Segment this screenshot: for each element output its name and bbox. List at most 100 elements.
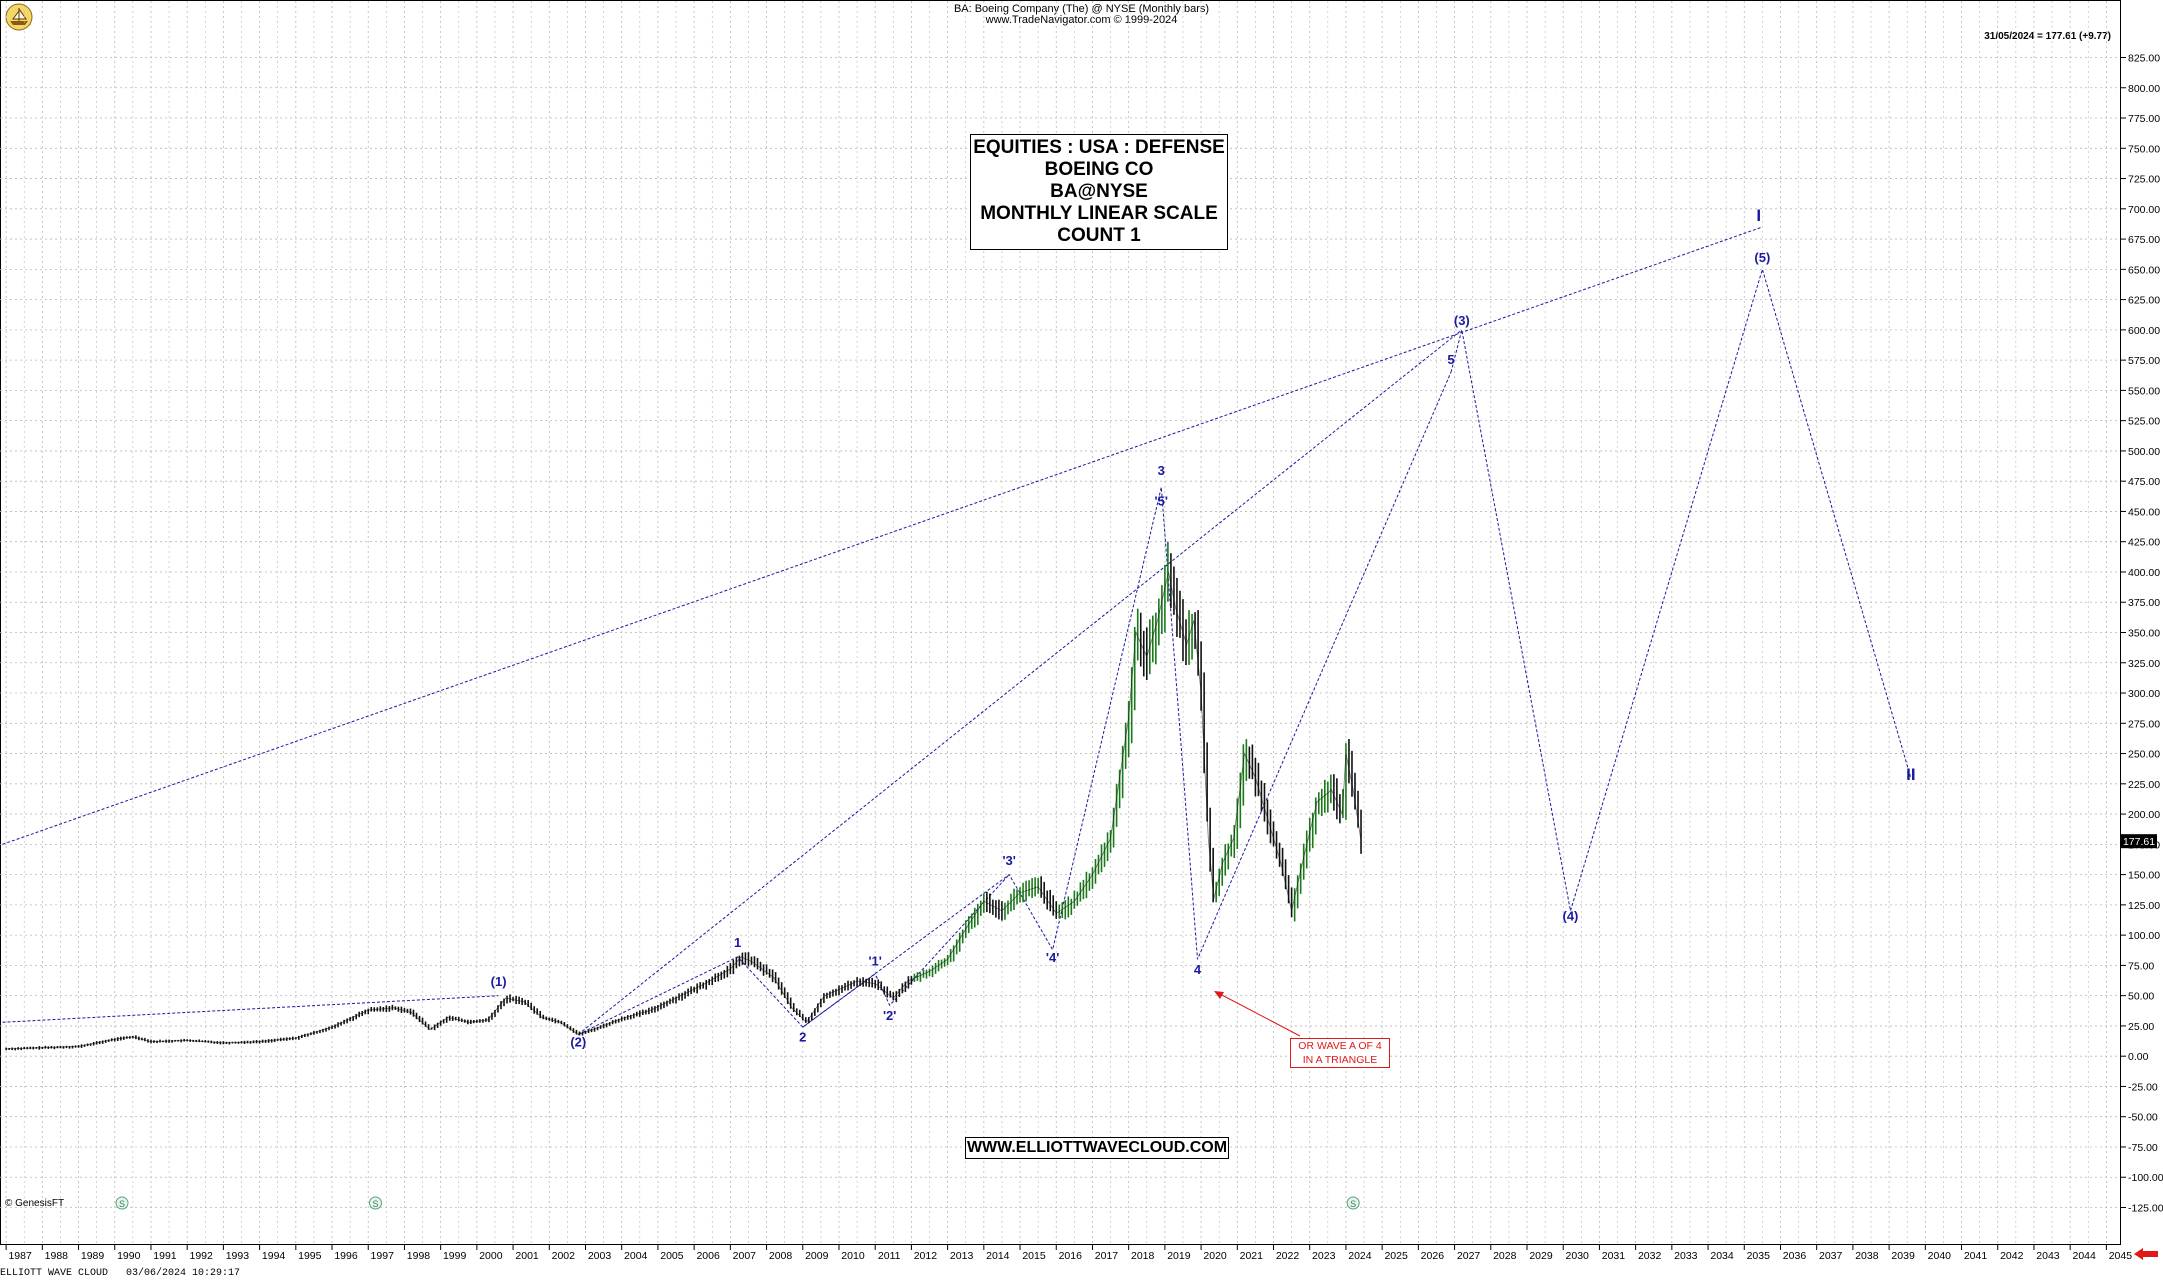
x-tick-label: 2027 bbox=[1457, 1250, 1481, 1262]
x-tick-label: 2032 bbox=[1638, 1250, 1662, 1262]
price-marker-label: 177.61 bbox=[2123, 836, 2155, 848]
x-tick-label: 2042 bbox=[2000, 1250, 2024, 1262]
x-tick-label: 2007 bbox=[733, 1250, 757, 1262]
y-tick-label: 675.00 bbox=[2128, 234, 2160, 246]
x-tick-label: 2014 bbox=[986, 1250, 1010, 1262]
y-tick-label: 150.00 bbox=[2128, 870, 2160, 882]
note-line: IN A TRIANGLE bbox=[1302, 1054, 1378, 1066]
wave-label: '3' bbox=[1002, 853, 1015, 868]
y-tick-label: 725.00 bbox=[2128, 174, 2160, 186]
y-tick-label: 100.00 bbox=[2128, 930, 2160, 942]
x-tick-label: 2045 bbox=[2109, 1250, 2133, 1262]
price-series bbox=[5, 541, 1362, 1051]
price-marker-box bbox=[2121, 834, 2157, 849]
wave-label: 4 bbox=[1194, 962, 1202, 977]
wave-label: (1) bbox=[491, 974, 507, 989]
y-tick-label: 350.00 bbox=[2128, 628, 2160, 640]
note-box: OR WAVE A OF 4 IN A TRIANGLE bbox=[1290, 1038, 1390, 1068]
x-tick-label: 2024 bbox=[1348, 1250, 1372, 1262]
wave-label: 1 bbox=[734, 935, 741, 950]
y-tick-label: 650.00 bbox=[2128, 264, 2160, 276]
x-tick-label: 2003 bbox=[588, 1250, 612, 1262]
y-tick-label: 775.00 bbox=[2128, 113, 2160, 125]
x-tick-label: 2013 bbox=[950, 1250, 974, 1262]
dividend-s-icon: S bbox=[115, 1196, 129, 1210]
x-tick-label: 2016 bbox=[1059, 1250, 1083, 1262]
x-tick-label: 1994 bbox=[262, 1250, 286, 1262]
x-tick-label: 2019 bbox=[1167, 1250, 1191, 1262]
x-tick-label: 2037 bbox=[1819, 1250, 1843, 1262]
y-tick-label: 450.00 bbox=[2128, 506, 2160, 518]
y-tick-label: 575.00 bbox=[2128, 355, 2160, 367]
website-box: WWW.ELLIOTTWAVECLOUD.COM bbox=[965, 1137, 1229, 1159]
x-tick-label: 2023 bbox=[1312, 1250, 1336, 1262]
y-tick-label: 50.00 bbox=[2128, 991, 2154, 1003]
x-tick-label: 1999 bbox=[443, 1250, 467, 1262]
x-tick-label: 1992 bbox=[189, 1250, 213, 1262]
y-tick-label: 800.00 bbox=[2128, 83, 2160, 95]
x-tick-label: 1987 bbox=[8, 1250, 32, 1262]
x-tick-label: 2005 bbox=[660, 1250, 684, 1262]
wave-label: 3 bbox=[1158, 463, 1165, 478]
y-tick-label: 600.00 bbox=[2128, 325, 2160, 337]
dividend-s-icon: S bbox=[368, 1196, 382, 1210]
latest-quote: 31/05/2024 = 177.61 (+9.77) bbox=[1984, 31, 2111, 42]
copyright: © GenesisFT bbox=[5, 1198, 65, 1209]
x-tick-label: 1995 bbox=[298, 1250, 322, 1262]
wave-label: (5) bbox=[1754, 250, 1770, 265]
y-tick-label: 125.00 bbox=[2128, 900, 2160, 912]
x-axis: 1987 1988 1989 1990 1991 1992 1993 1994 1995 1996… bbox=[5, 1244, 2133, 1262]
wave-label: (4) bbox=[1563, 909, 1579, 924]
wave-label: (3) bbox=[1454, 313, 1470, 328]
wave-path bbox=[578, 874, 1010, 1035]
x-tick-label: 1988 bbox=[45, 1250, 69, 1262]
price-marker: 177.61 bbox=[2121, 834, 2157, 849]
x-tick-label: 2009 bbox=[805, 1250, 829, 1262]
note-arrow bbox=[1214, 991, 1301, 1037]
x-tick-label: 2040 bbox=[1928, 1250, 1952, 1262]
x-tick-label: 2044 bbox=[2072, 1250, 2096, 1262]
x-tick-label: 2022 bbox=[1276, 1250, 1300, 1262]
dividend-s-icon-circle bbox=[368, 1196, 382, 1210]
dividend-s-icon-circle bbox=[1346, 1196, 1360, 1210]
x-tick-label: 2038 bbox=[1855, 1250, 1879, 1262]
wave-label: (2) bbox=[570, 1035, 586, 1050]
trend-lines bbox=[2, 226, 1763, 1035]
x-tick-label: 2041 bbox=[1964, 1250, 1988, 1262]
footer-status: ELLIOTT WAVE CLOUD 03/06/2024 10:29:17 bbox=[0, 1268, 241, 1279]
y-tick-label: -25.00 bbox=[2128, 1081, 2158, 1093]
x-tick-label: 2031 bbox=[1602, 1250, 1626, 1262]
x-tick-label: 2015 bbox=[1022, 1250, 1046, 1262]
y-tick-label: 300.00 bbox=[2128, 688, 2160, 700]
y-tick-label: -50.00 bbox=[2128, 1112, 2158, 1124]
wave-paths bbox=[2, 267, 1912, 1035]
y-tick-label: 525.00 bbox=[2128, 416, 2160, 428]
dividend-s-icon-glyph: S bbox=[372, 1199, 378, 1209]
y-tick-label: 375.00 bbox=[2128, 597, 2160, 609]
info-box: EQUITIES : USA : DEFENSE BOEING CO BA@NY… bbox=[970, 134, 1228, 250]
y-tick-label: 475.00 bbox=[2128, 476, 2160, 488]
x-tick-label: 2025 bbox=[1384, 1250, 1408, 1262]
wave-label: '5' bbox=[1155, 493, 1168, 508]
y-tick-label: 75.00 bbox=[2128, 960, 2154, 972]
y-tick-label: 25.00 bbox=[2128, 1021, 2154, 1033]
y-tick-label: 225.00 bbox=[2128, 779, 2160, 791]
y-tick-label: 625.00 bbox=[2128, 295, 2160, 307]
x-tick-label: 2034 bbox=[1710, 1250, 1734, 1262]
x-tick-label: 2010 bbox=[841, 1250, 865, 1262]
wave-path bbox=[1450, 267, 1912, 912]
info-line: COUNT 1 bbox=[1057, 225, 1141, 246]
x-tick-label: 2039 bbox=[1891, 1250, 1915, 1262]
x-tick-label: 2028 bbox=[1493, 1250, 1517, 1262]
info-line: MONTHLY LINEAR SCALE bbox=[980, 203, 1218, 224]
x-tick-label: 2008 bbox=[769, 1250, 793, 1262]
x-tick-label: 2043 bbox=[2036, 1250, 2060, 1262]
x-tick-label: 1998 bbox=[407, 1250, 431, 1262]
x-tick-label: 1991 bbox=[153, 1250, 177, 1262]
x-tick-label: 2035 bbox=[1747, 1250, 1771, 1262]
note-line: OR WAVE A OF 4 bbox=[1298, 1040, 1382, 1052]
y-tick-label: 325.00 bbox=[2128, 658, 2160, 670]
x-tick-label: 2021 bbox=[1240, 1250, 1264, 1262]
scroll-left-arrow-icon[interactable] bbox=[2133, 1247, 2159, 1261]
